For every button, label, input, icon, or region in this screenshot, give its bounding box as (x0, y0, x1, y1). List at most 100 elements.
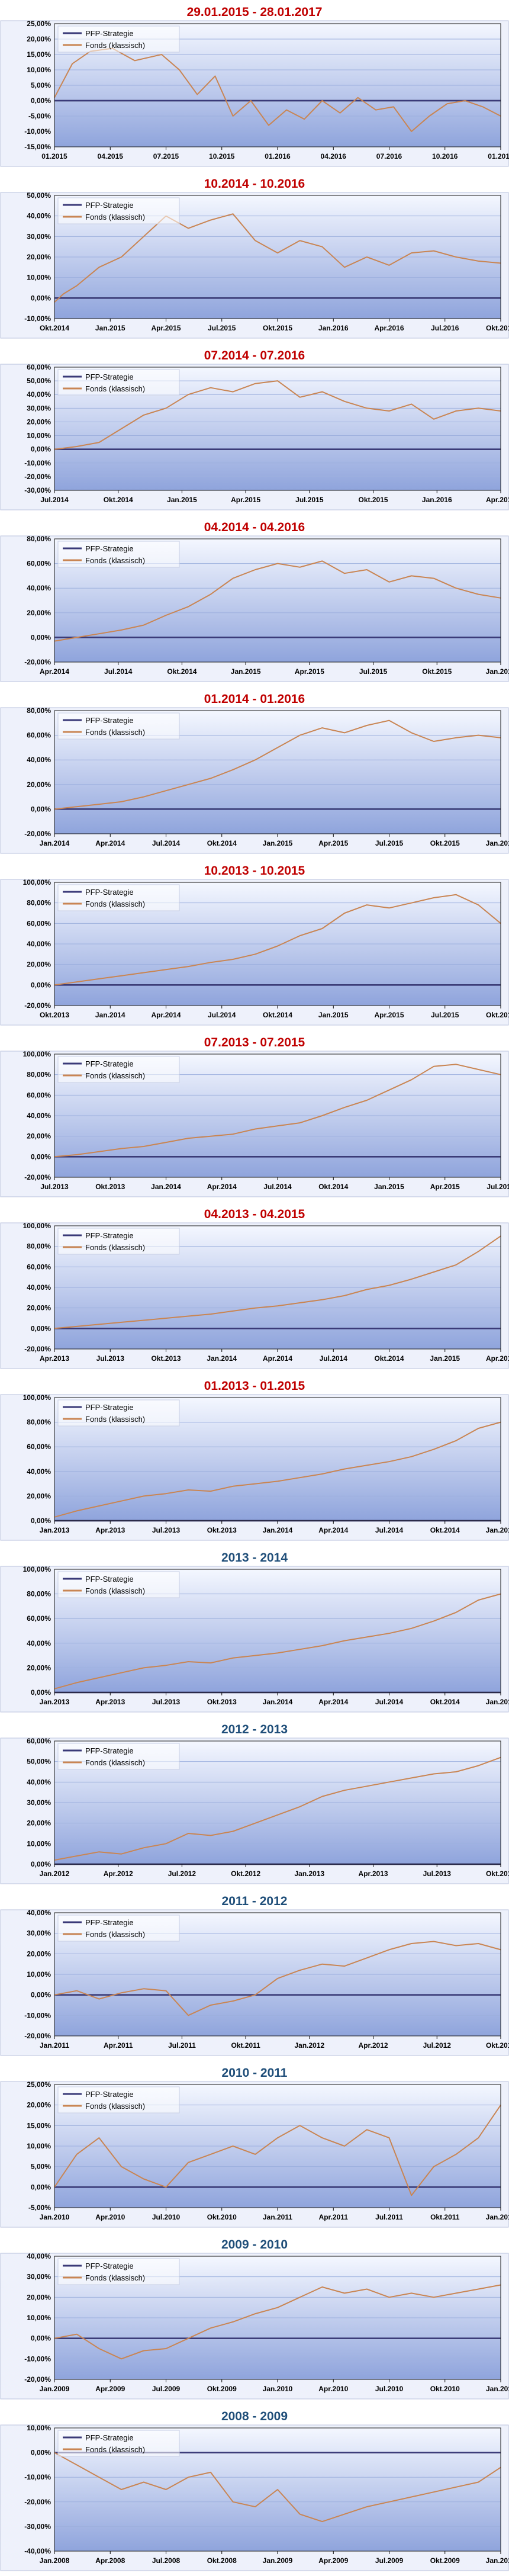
y-tick-label: 40,00% (27, 1639, 51, 1647)
x-tick-label: Apr.2008 (95, 2556, 125, 2565)
y-tick-label: 20,00% (27, 1132, 51, 1141)
y-tick-label: 10,00% (27, 1970, 51, 1978)
x-tick-label: Okt.2015 (422, 667, 452, 676)
x-tick-label: Jan.2009 (263, 2556, 293, 2565)
chart-panel: 29.01.2015 - 28.01.2017 25,00% 20,00% 15,00… (0, 5, 509, 172)
chart-title: 29.01.2015 - 28.01.2017 (186, 5, 323, 19)
plot-frame (54, 710, 501, 834)
x-tick-label: Okt.2013 (207, 1698, 237, 1706)
legend-label-fonds: Fonds (klassisch) (85, 1758, 145, 1767)
x-tick-label: Okt.2016 (486, 324, 509, 332)
y-tick-label: 30,00% (27, 1798, 51, 1807)
legend-label-fonds: Fonds (klassisch) (85, 556, 145, 565)
y-tick-label: -30,00% (24, 486, 51, 494)
chart-panel: 2011 - 2012 40,00% 30,00% 20,00% 10,00% 0,00%… (0, 1894, 509, 2061)
chart-title: 01.2014 - 01.2016 (204, 692, 305, 706)
y-tick-label: 0,00% (31, 1860, 51, 1868)
y-tick-label: 40,00% (27, 584, 51, 592)
series-line-fonds (54, 1593, 501, 1690)
legend-label-fonds: Fonds (klassisch) (85, 1586, 145, 1595)
y-tick-label: -20,00% (24, 2375, 51, 2384)
legend-label-fonds: Fonds (klassisch) (85, 2102, 145, 2111)
y-tick-label: 50,00% (27, 377, 51, 385)
series-line-fonds (54, 2105, 501, 2196)
y-tick-label: -20,00% (24, 830, 51, 838)
chart-panel: 07.2013 - 07.2015 100,00% 80,00% 60,00% 40,0… (0, 1035, 509, 1202)
x-tick-label: Okt.2008 (207, 2556, 237, 2565)
y-tick-label: 20,00% (27, 780, 51, 789)
x-tick-label: Jan.2014 (40, 839, 70, 847)
x-tick-label: Apr.2013 (40, 1354, 69, 1363)
y-tick-label: 20,00% (27, 1949, 51, 1958)
legend-label-fonds: Fonds (klassisch) (85, 728, 145, 737)
x-tick-label: Apr.2010 (318, 2385, 348, 2393)
x-tick-label: Apr.2015 (486, 1354, 509, 1363)
x-tick-label: Apr.2009 (318, 2556, 348, 2565)
x-tick-label: Apr.2015 (231, 496, 260, 504)
x-tick-label: 10.2016 (432, 152, 458, 160)
x-tick-label: 01.2017 (488, 152, 509, 160)
x-tick-label: Jan.2014 (151, 1183, 181, 1191)
x-tick-label: Apr.2015 (318, 839, 348, 847)
y-tick-label: -15,00% (24, 143, 51, 151)
chart-title: 01.2013 - 01.2015 (204, 1379, 305, 1393)
y-tick-label: 80,00% (27, 1418, 51, 1427)
x-tick-label: Apr.2016 (374, 324, 404, 332)
x-tick-label: Okt.2014 (207, 839, 237, 847)
plot-frame (54, 23, 501, 147)
legend-label-pfp-strategie: PFP-Strategie (85, 1918, 134, 1927)
x-tick-label: Okt.2015 (359, 496, 388, 504)
x-tick-label: Jan.2012 (40, 1870, 70, 1878)
plot-frame (54, 882, 501, 1006)
x-tick-label: Okt.2013 (486, 1870, 509, 1878)
y-tick-label: 0,00% (31, 1991, 51, 1999)
y-tick-label: -20,00% (24, 2498, 51, 2506)
x-tick-label: Jul.2010 (152, 2213, 181, 2221)
x-tick-label: Apr.2014 (207, 1183, 237, 1191)
x-tick-label: Jan.2013 (294, 1870, 324, 1878)
y-tick-label: 5,00% (31, 2163, 51, 2171)
y-tick-label: 0,00% (31, 633, 51, 641)
y-tick-label: 20,00% (27, 1304, 51, 1312)
x-tick-label: Jul.2009 (375, 2556, 404, 2565)
legend-box (57, 1056, 180, 1083)
y-tick-label: 40,00% (27, 1283, 51, 1292)
x-tick-label: Apr.2012 (359, 2041, 388, 2050)
y-tick-label: 25,00% (27, 20, 51, 28)
x-tick-label: Apr.2011 (104, 2041, 133, 2050)
legend-label-fonds: Fonds (klassisch) (85, 1071, 145, 1080)
legend-box (57, 541, 180, 568)
x-tick-label: Jan.2015 (231, 667, 261, 676)
chart-title: 2010 - 2011 (221, 2066, 288, 2080)
y-tick-label: 10,00% (27, 66, 51, 74)
chart-panel: 2013 - 2014 100,00% 80,00% 60,00% 40,00% 20,0… (0, 1550, 509, 1717)
x-tick-label: Apr.2015 (374, 1011, 404, 1019)
x-tick-label: 04.2016 (321, 152, 347, 160)
y-tick-label: 30,00% (27, 2273, 51, 2281)
legend-label-fonds: Fonds (klassisch) (85, 1243, 145, 1252)
y-tick-label: 30,00% (27, 1929, 51, 1938)
y-tick-label: 40,00% (27, 1112, 51, 1120)
series-line-fonds (54, 720, 501, 810)
x-tick-label: Okt.2013 (95, 1183, 125, 1191)
y-tick-label: 100,00% (23, 1222, 51, 1230)
y-tick-label: -10,00% (24, 459, 51, 467)
legend: PFP-Strategie Fonds (klassisch) (57, 2258, 180, 2285)
y-tick-label: -10,00% (24, 2011, 51, 2019)
x-tick-label: Okt.2014 (430, 1526, 460, 1534)
y-tick-label: 60,00% (27, 1443, 51, 1451)
line-chart: 25,00% 20,00% 15,00% 10,00% 5,00% 0,00% -5,00%… (0, 20, 509, 167)
x-tick-label: Jul.2014 (320, 1354, 348, 1363)
legend: PFP-Strategie Fonds (klassisch) (57, 1915, 180, 1942)
legend: PFP-Strategie Fonds (klassisch) (57, 1571, 180, 1598)
legend: PFP-Strategie Fonds (klassisch) (57, 197, 180, 224)
x-tick-label: Jul.2009 (152, 2385, 181, 2393)
x-tick-label: Jul.2015 (487, 1183, 509, 1191)
y-tick-label: 60,00% (27, 731, 51, 740)
plot-frame (54, 538, 501, 663)
series-line-fonds (54, 2452, 501, 2523)
y-tick-label: 80,00% (27, 1242, 51, 1251)
line-chart: 80,00%60,00%40,00%20,00%0,00%-20,00%Jan.… (0, 707, 509, 854)
y-tick-label: 40,00% (27, 390, 51, 399)
x-tick-label: Jan.2016 (486, 839, 509, 847)
